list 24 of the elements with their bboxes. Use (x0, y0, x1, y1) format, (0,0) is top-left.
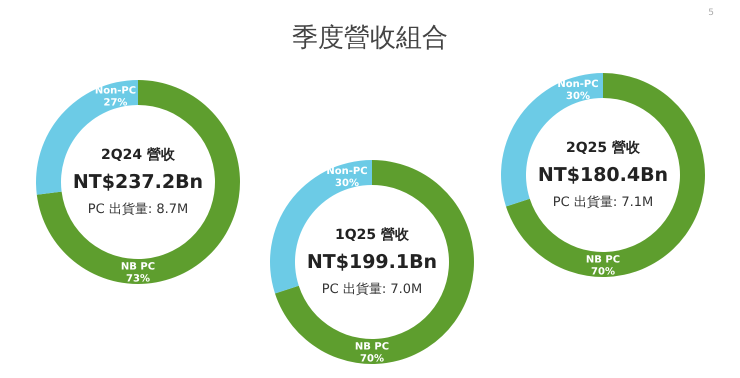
text: 5 (708, 8, 714, 18)
data-label: 27% (104, 97, 128, 108)
text: NT$237.2Bn (72, 171, 204, 193)
text: PC 出貨量: 7.0M (322, 281, 422, 298)
text: PC 出貨量: 7.1M (552, 194, 654, 211)
slice-label: NB PC (586, 254, 620, 266)
text: 季度營收組合 (291, 22, 449, 55)
text: 2Q24 營收 (101, 146, 175, 164)
text: NT$199.1Bn (306, 251, 438, 273)
donut-slice (36, 80, 240, 284)
data-label: 70% (591, 266, 615, 278)
data-label: 73% (126, 274, 150, 284)
donut-slice (506, 73, 705, 277)
slice-label: NB PC (120, 262, 156, 272)
data-label: 30% (335, 178, 359, 190)
text: 1Q25 營收 (335, 226, 409, 244)
slice-label: NB PC (354, 342, 390, 352)
donut-slice (274, 160, 474, 364)
data-label: 70% (360, 354, 384, 364)
slice-label: Non-PC (94, 85, 136, 96)
data-label: 30% (566, 91, 590, 102)
text: NT$180.4Bn (538, 164, 668, 186)
text: 2Q25 營收 (566, 139, 640, 157)
text: PC 出貨量: 8.7M (88, 201, 188, 218)
